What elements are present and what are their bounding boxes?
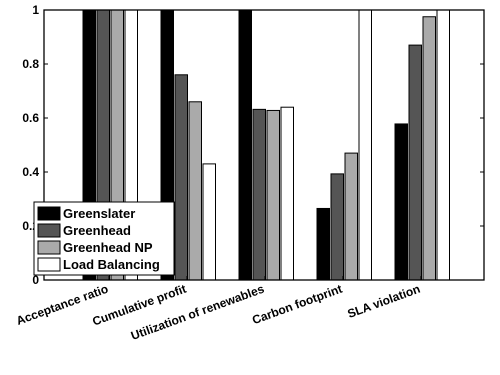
y-tick-label: 0.8 (22, 57, 39, 71)
bar-2-3 (344, 152, 358, 281)
legend-swatch (37, 223, 61, 238)
legend-label: Greenhead NP (63, 240, 153, 255)
bar-2-4 (422, 16, 436, 281)
bar-0-2 (238, 9, 252, 281)
legend-swatch (37, 257, 61, 272)
bar-1-2 (252, 108, 266, 281)
bar-1-3 (330, 173, 344, 281)
bar-1-4 (408, 44, 422, 281)
plot-frame (43, 9, 485, 281)
y-tick-label: 0.6 (22, 111, 39, 125)
legend-swatch (37, 206, 61, 221)
x-category-label: SLA violation (346, 282, 422, 321)
y-tick-label: 0.4 (22, 165, 39, 179)
bar-3-1 (202, 163, 216, 281)
bar-1-1 (174, 74, 188, 281)
legend-label: Load Balancing (63, 257, 160, 272)
bar-0-4 (394, 123, 408, 281)
bar-0-3 (316, 207, 330, 281)
y-tick-label: 1 (32, 3, 39, 17)
bar-2-1 (188, 101, 202, 281)
x-category-label: Utilization of renewables (129, 282, 266, 343)
x-category-label: Carbon footprint (250, 282, 344, 328)
legend-swatch (37, 240, 61, 255)
legend-label: Greenhead (63, 223, 131, 238)
legend-label: Greenslater (63, 206, 135, 221)
legend: Greenslater Greenhead Greenhead NP Load Bal… (33, 201, 175, 276)
bar-3-3 (358, 9, 372, 281)
bar-3-2 (280, 106, 294, 281)
y-axis: 00.20.40.60.81 (22, 3, 484, 287)
bar-3-4 (436, 9, 450, 281)
y-tick-label: 0 (32, 273, 39, 287)
bar-2-2 (266, 109, 280, 281)
